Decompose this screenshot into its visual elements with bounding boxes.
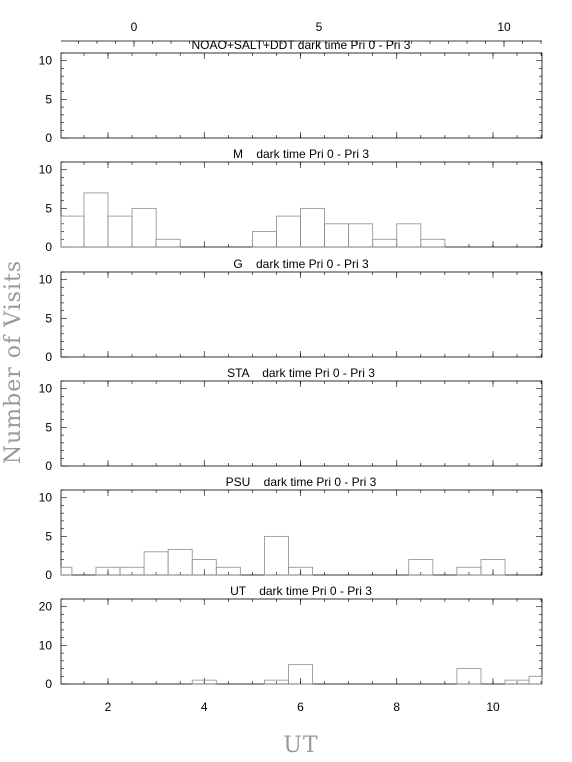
bottom-tick-label: 8: [393, 700, 400, 714]
bottom-tick-label: 4: [201, 700, 208, 714]
y-tick-label: 20: [39, 600, 53, 614]
y-tick-label: 0: [45, 677, 52, 691]
histogram-bar: [107, 215, 133, 248]
panel-title: UT dark time Pri 0 - Pri 3: [230, 584, 372, 598]
panel-2: G dark time Pri 0 - Pri 3 0 5 10: [39, 257, 543, 364]
panel-5: UT dark time Pri 0 - Pri 3 0 10 20: [39, 584, 543, 691]
y-tick-label: 5: [45, 311, 52, 325]
top-tick-label: 5: [316, 20, 323, 34]
top-tick-label: 0: [131, 20, 138, 34]
panel-title: M dark time Pri 0 - Pri 3: [233, 147, 369, 161]
histogram-bar: [60, 215, 85, 248]
bottom-tick-label: 2: [105, 700, 112, 714]
histogram-bar: [83, 192, 109, 248]
histogram-bar: [60, 566, 73, 576]
panel-3: STA dark time Pri 0 - Pri 3 0 5 10: [39, 366, 543, 473]
y-tick-label: 10: [39, 273, 53, 287]
bottom-tick-label: 10: [486, 700, 500, 714]
histogram-bar: [408, 559, 434, 576]
histogram-bar: [131, 207, 157, 248]
y-tick-label: 0: [45, 350, 52, 364]
histogram-bar: [143, 551, 169, 576]
top-tick-label: 10: [497, 20, 511, 34]
top-axis: 0 5 10: [61, 20, 542, 47]
panel-1: M dark time Pri 0 - Pri 3 0 5 10: [39, 147, 543, 254]
histogram-bar: [372, 238, 398, 248]
histogram-bar: [348, 223, 374, 248]
histogram-bar: [167, 549, 193, 576]
panels: NOAO+SALT+DDT dark time Pri 0 - Pri 3 0 5 1…: [39, 38, 543, 691]
histogram-bar: [191, 679, 217, 685]
histogram-bar: [155, 238, 181, 248]
panel-4: PSU dark time Pri 0 - Pri 3 0 5 10: [39, 475, 543, 582]
histogram-bar: [528, 675, 543, 685]
x-axis-label: UT: [283, 733, 318, 758]
panel-frame: [60, 52, 543, 139]
y-tick-label: 5: [45, 92, 52, 106]
bottom-tick-label: 6: [297, 700, 304, 714]
y-tick-label: 0: [45, 131, 52, 145]
histogram-bar: [456, 668, 482, 685]
histogram-bar: [396, 223, 422, 248]
bottom-axis: 2 4 6 8 10: [105, 700, 500, 714]
histogram-bar: [264, 535, 289, 576]
y-tick-label: 5: [45, 529, 52, 543]
panel-frame: [60, 380, 543, 467]
histogram-bar: [288, 664, 313, 685]
histogram-bar: [288, 566, 313, 576]
y-tick-label: 10: [39, 163, 53, 177]
panel-title: PSU dark time Pri 0 - Pri 3: [226, 475, 377, 489]
panel-frame: [60, 161, 543, 248]
panel-frame: [60, 271, 543, 358]
histogram-bar: [480, 559, 506, 576]
y-tick-label: 10: [39, 638, 53, 652]
y-tick-label: 0: [45, 459, 52, 473]
y-tick-label: 5: [45, 420, 52, 434]
y-axis-label: Number of Visits: [1, 260, 26, 464]
histogram-bar: [276, 215, 301, 248]
panel-frame: [60, 489, 543, 576]
histogram-bar: [324, 223, 350, 248]
panel-0: NOAO+SALT+DDT dark time Pri 0 - Pri 3 0 5 1…: [39, 38, 543, 145]
panel-title: G dark time Pri 0 - Pri 3: [233, 257, 369, 271]
histogram-bar: [420, 238, 446, 248]
y-tick-label: 10: [39, 382, 53, 396]
y-tick-label: 10: [39, 54, 53, 68]
panel-title: NOAO+SALT+DDT dark time Pri 0 - Pri 3: [192, 38, 411, 52]
panel-frame: [60, 598, 543, 685]
y-tick-label: 5: [45, 201, 52, 215]
y-tick-label: 0: [45, 240, 52, 254]
histogram-bar: [251, 231, 277, 248]
histogram-bar: [215, 566, 241, 576]
y-tick-label: 0: [45, 568, 52, 582]
histogram-bar: [300, 207, 325, 248]
y-tick-label: 10: [39, 491, 53, 505]
panel-title: STA dark time Pri 0 - Pri 3: [227, 366, 375, 380]
